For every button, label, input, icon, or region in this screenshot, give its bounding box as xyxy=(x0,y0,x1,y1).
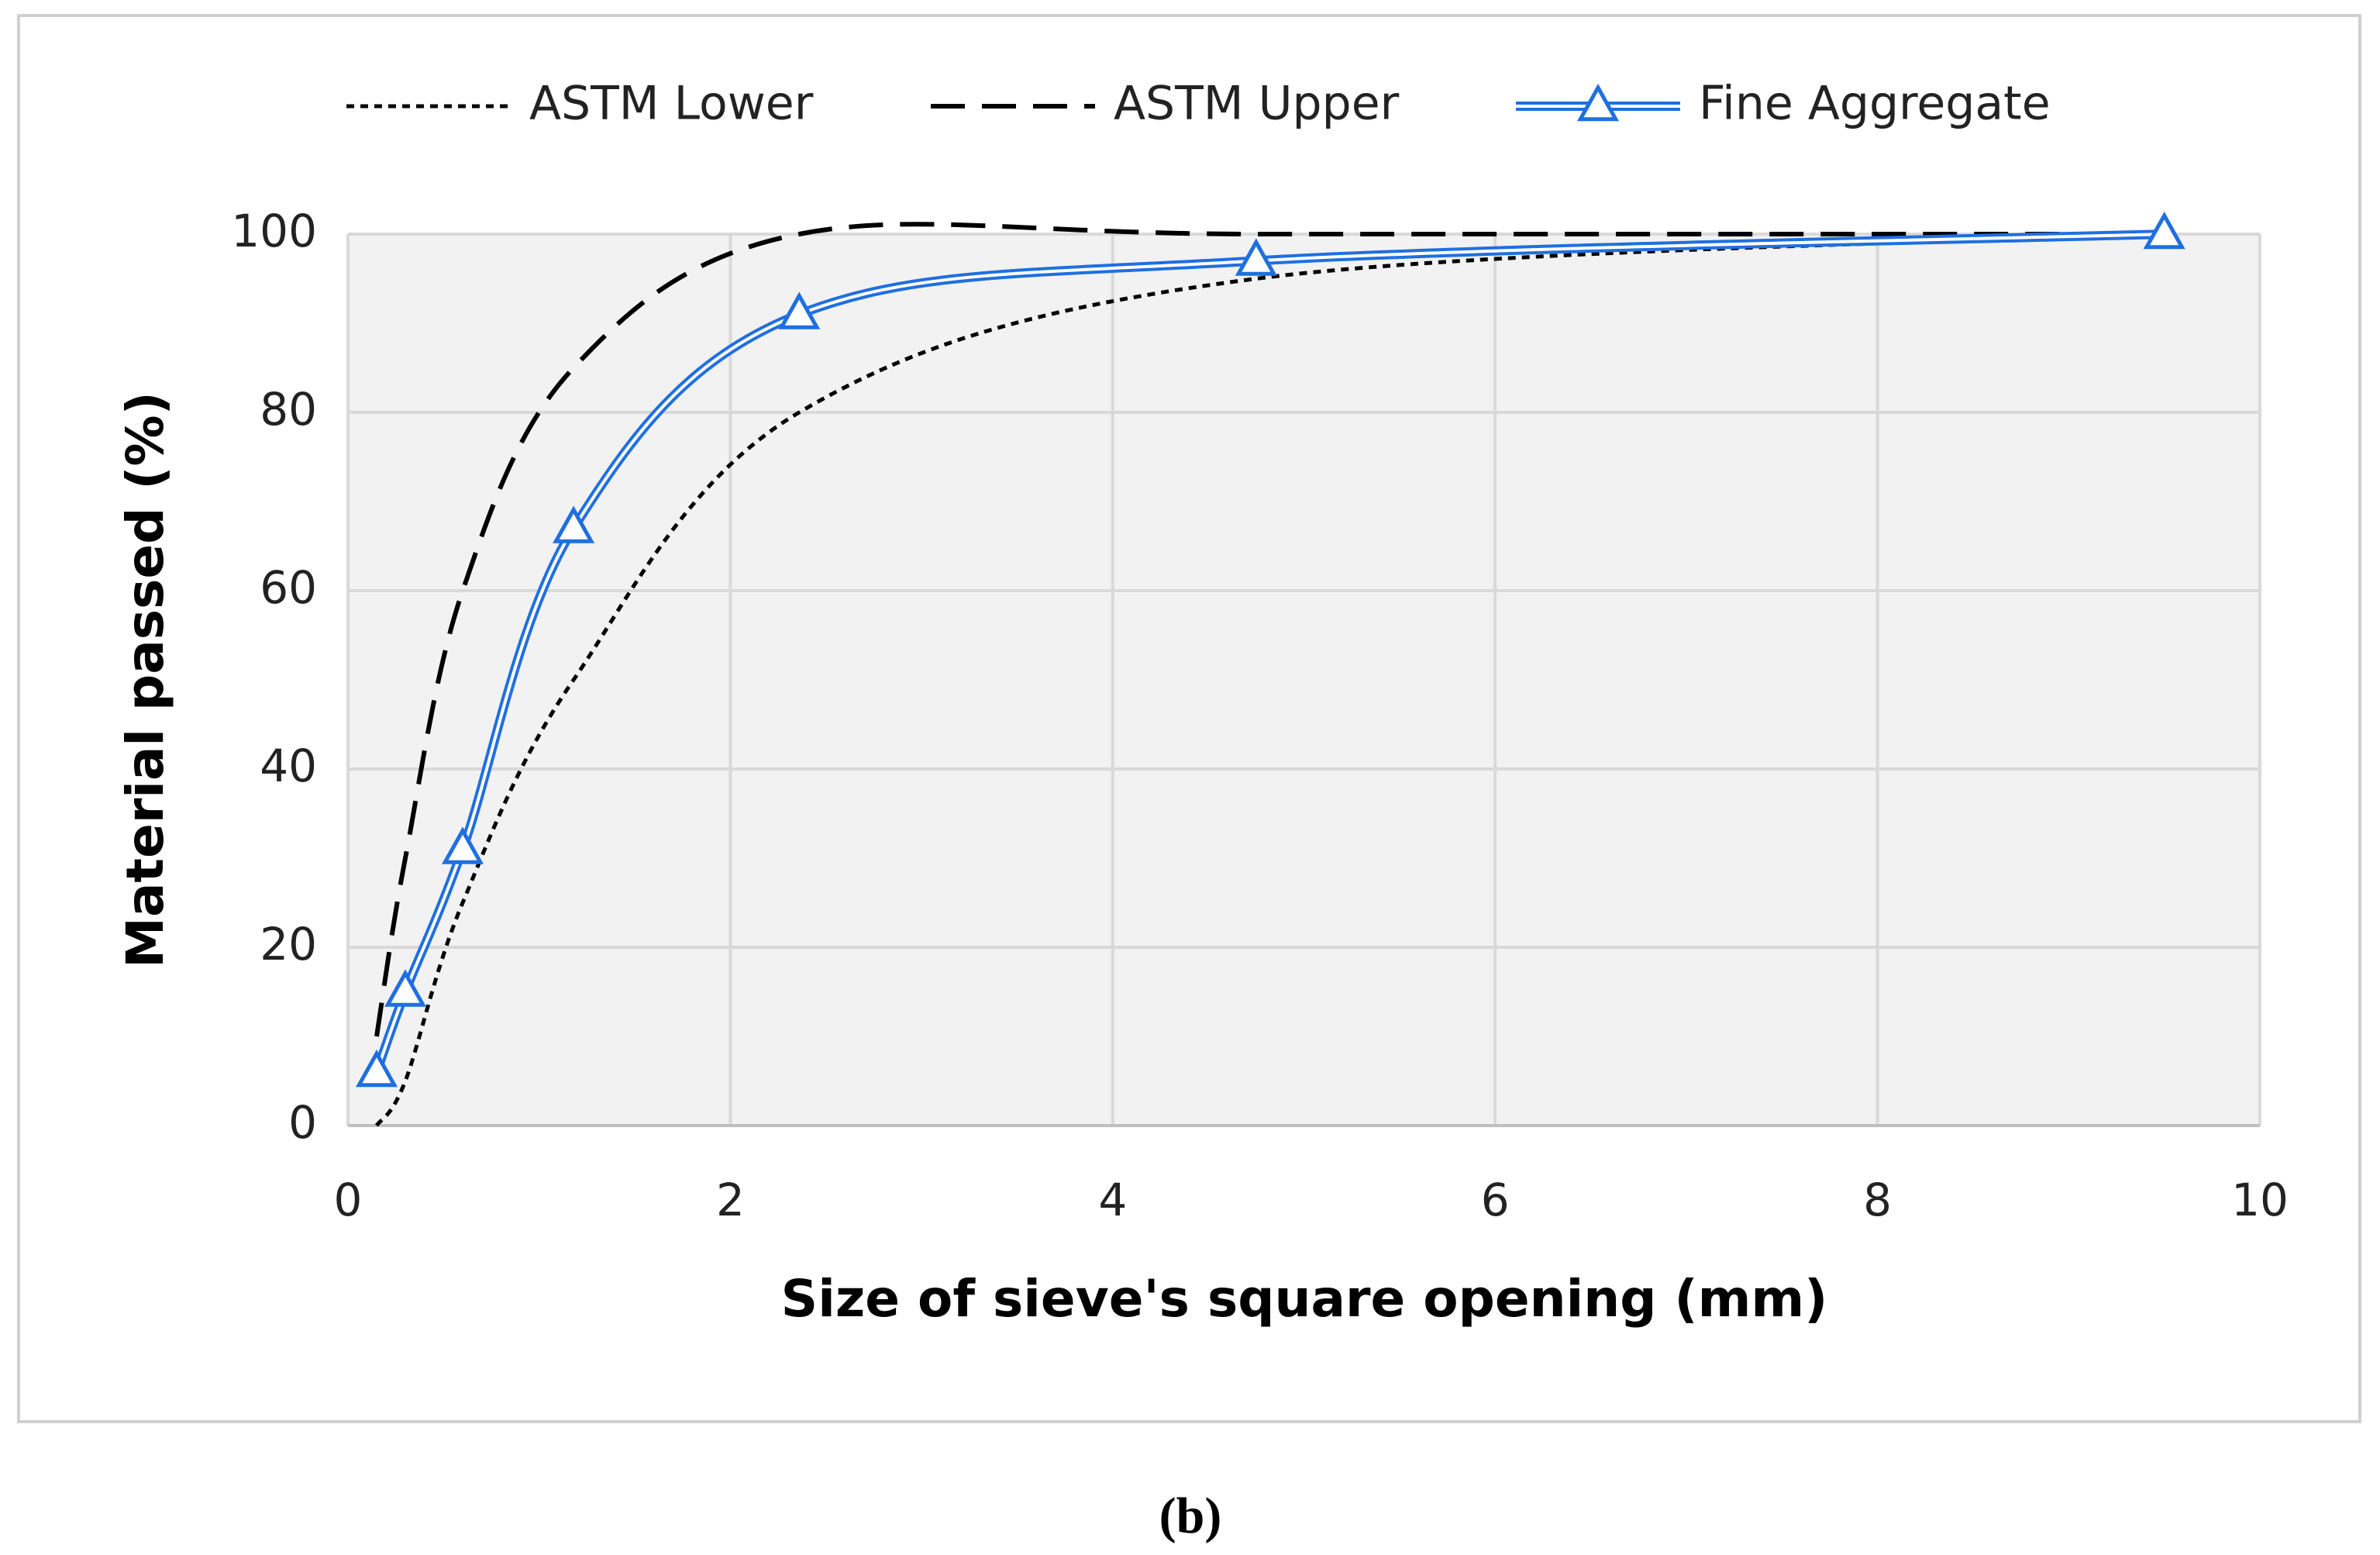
legend-marker xyxy=(1576,83,1620,122)
x-tick-label: 6 xyxy=(1481,1174,1510,1226)
x-tick-label: 10 xyxy=(2231,1174,2289,1226)
y-tick-label: 40 xyxy=(260,740,317,792)
x-tick-label: 4 xyxy=(1098,1174,1127,1226)
x-tick-label: 8 xyxy=(1863,1174,1892,1226)
y-axis-title: Material passed (%) xyxy=(115,391,175,968)
x-tick-label: 0 xyxy=(334,1174,363,1226)
point-marker xyxy=(778,291,821,329)
y-tick-label: 60 xyxy=(260,561,317,614)
y-tick-label: 100 xyxy=(231,205,317,257)
legend-label: ASTM Lower xyxy=(529,77,814,131)
x-axis-title: Size of sieve's square opening (mm) xyxy=(781,1269,1828,1329)
point-marker xyxy=(441,826,484,864)
point-marker xyxy=(2143,211,2185,250)
legend-label: ASTM Upper xyxy=(1114,77,1400,131)
y-tick-label: 0 xyxy=(288,1096,317,1149)
legend-label: Fine Aggregate xyxy=(1699,77,2051,131)
point-marker xyxy=(384,969,427,1007)
point-marker xyxy=(1235,238,1277,276)
x-tick-label: 2 xyxy=(716,1174,745,1226)
y-tick-label: 20 xyxy=(260,918,317,971)
series-line xyxy=(375,233,2165,1073)
plot-area xyxy=(348,234,2260,1126)
point-marker xyxy=(553,505,595,543)
series-line xyxy=(374,232,2165,1127)
caption: (b) xyxy=(1159,1488,1222,1544)
point-marker xyxy=(355,1049,398,1088)
y-tick-label: 80 xyxy=(260,383,317,436)
